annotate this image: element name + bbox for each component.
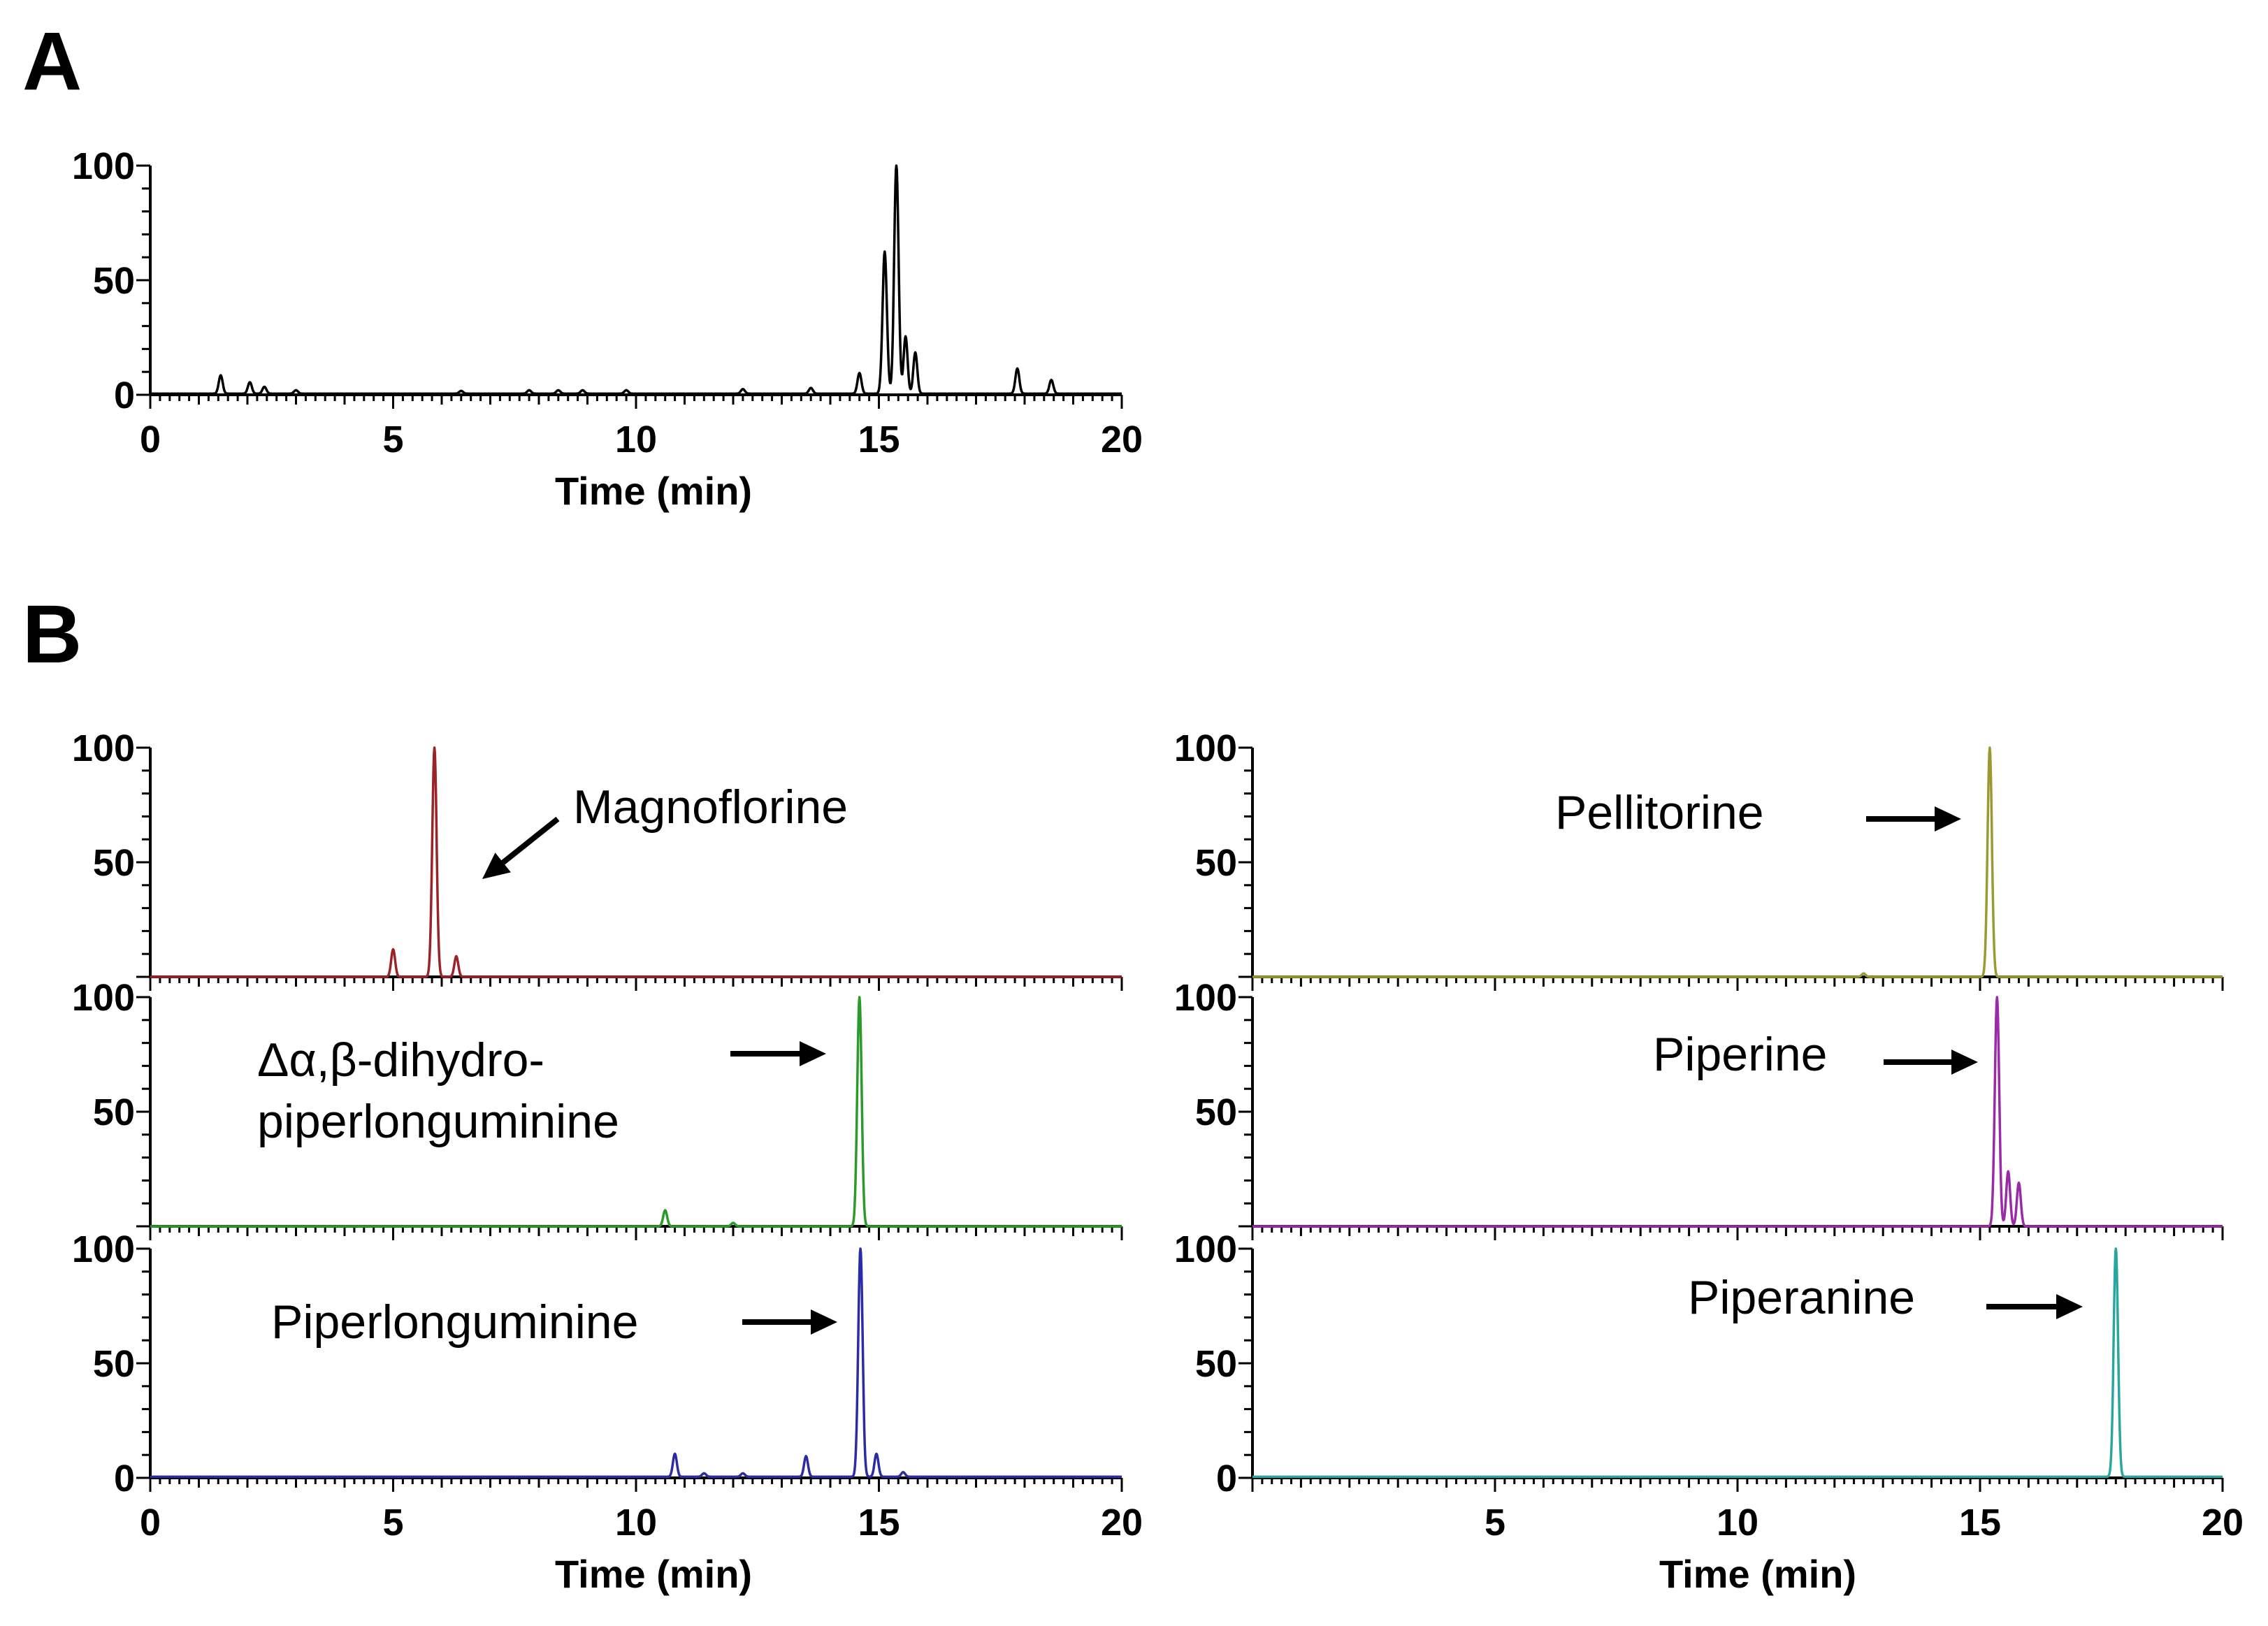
arrow-head — [1935, 806, 1961, 832]
x-tick-label: 20 — [1101, 419, 1143, 460]
panel-letter-a: A — [22, 15, 82, 108]
panel-letter-b: B — [22, 588, 82, 681]
x-tick-label: 5 — [382, 1502, 403, 1544]
chart-pellitorine: 50 100 Pellitorine — [1174, 727, 2224, 991]
x-tick-label: 5 — [382, 419, 403, 460]
y-tick-label: 50 — [93, 842, 135, 884]
compound-label: Piperine — [1653, 1028, 1828, 1081]
y-tick-label: 0 — [114, 375, 135, 416]
chart-piperanine: 0 50 100 5 10 15 20 Time (min) Piperanine — [1174, 1228, 2244, 1596]
chart-piperine: 50 100 Piperine — [1174, 977, 2224, 1240]
y-tick-label: 100 — [1174, 977, 1237, 1019]
arrow-head — [482, 852, 511, 879]
chart-magnoflorine: 50 100 Magnoflorine — [72, 727, 1123, 991]
arrow-head — [811, 1309, 837, 1335]
y-tick-label: 50 — [93, 1343, 135, 1385]
x-axis-title: Time (min) — [555, 1552, 752, 1596]
x-tick-label: 0 — [140, 419, 161, 460]
y-tick-label: 100 — [72, 145, 135, 187]
compound-label-line: Pellitorine — [1555, 786, 1764, 839]
compound-label-line: Δα,β-dihydro- — [257, 1033, 544, 1087]
arrow-head — [1951, 1050, 1978, 1075]
compound-label: Piperanine — [1688, 1271, 1915, 1324]
trace-line — [149, 164, 1123, 395]
y-tick-label: 0 — [1216, 1458, 1237, 1500]
x-tick-label: 15 — [1959, 1502, 2001, 1544]
trace-line — [1251, 1247, 2224, 1479]
x-axis-title: Time (min) — [1659, 1552, 1856, 1596]
arrow-shaft — [501, 816, 560, 865]
compound-label-line: piperlonguminine — [257, 1095, 619, 1148]
chart-a: 0 50 100 0 5 10 15 20 Time (min) — [72, 145, 1143, 513]
compound-label-line: Magnoflorine — [573, 781, 848, 834]
trace-line — [149, 996, 1123, 1228]
y-tick-label: 100 — [72, 727, 135, 769]
y-tick-label: 100 — [1174, 1228, 1237, 1270]
x-tick-label: 10 — [615, 419, 657, 460]
y-tick-label: 50 — [1195, 842, 1237, 884]
y-tick-label: 100 — [72, 1228, 135, 1270]
y-tick-label: 50 — [93, 260, 135, 302]
x-tick-label: 0 — [140, 1502, 161, 1544]
compound-label-line: Piperanine — [1688, 1271, 1915, 1324]
x-tick-label: 10 — [615, 1502, 657, 1544]
chart-dihydro-piperlonguminine: 50 100 Δα,β-dihydro-piperlonguminine — [72, 977, 1123, 1240]
trace-line — [149, 746, 1123, 978]
compound-label: Δα,β-dihydro-piperlonguminine — [257, 1033, 619, 1148]
compound-label-line: Piperlonguminine — [271, 1295, 638, 1349]
arrow-head — [2056, 1294, 2083, 1319]
x-tick-label: 10 — [1717, 1502, 1758, 1544]
x-tick-label: 20 — [1101, 1502, 1143, 1544]
x-axis-title: Time (min) — [555, 469, 752, 513]
compound-label-line: Piperine — [1653, 1028, 1828, 1081]
y-tick-label: 50 — [93, 1091, 135, 1133]
y-tick-label: 50 — [1195, 1343, 1237, 1385]
compound-label: Piperlonguminine — [271, 1295, 638, 1349]
x-tick-label: 15 — [858, 1502, 900, 1544]
y-tick-label: 50 — [1195, 1091, 1237, 1133]
x-tick-label: 15 — [858, 419, 900, 460]
trace-line — [1251, 746, 2224, 978]
y-tick-label: 100 — [1174, 727, 1237, 769]
trace-line — [149, 1247, 1123, 1479]
trace-line — [1251, 996, 2224, 1228]
compound-label: Pellitorine — [1555, 786, 1764, 839]
y-tick-label: 0 — [114, 1458, 135, 1500]
chart-piperlonguminine: 0 50 100 0 5 10 15 20 Time (min) Piperlonguminine — [72, 1228, 1143, 1596]
compound-label: Magnoflorine — [573, 781, 848, 834]
arrow-head — [800, 1041, 826, 1066]
x-tick-label: 20 — [2202, 1502, 2244, 1544]
y-tick-label: 100 — [72, 977, 135, 1019]
x-tick-label: 5 — [1485, 1502, 1505, 1544]
